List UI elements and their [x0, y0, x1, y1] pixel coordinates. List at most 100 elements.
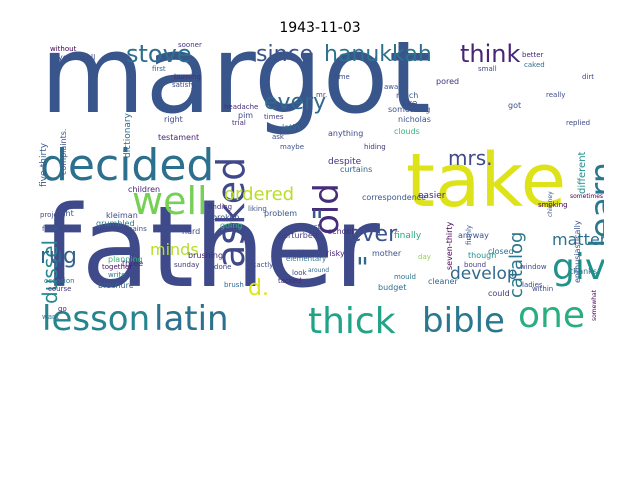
cloud-word: rug [40, 244, 77, 269]
cloud-word: light [56, 209, 74, 218]
cloud-word: maybe [280, 143, 305, 151]
cloud-word: window [520, 263, 547, 271]
cloud-word: kleiman [106, 211, 138, 220]
cloud-word: mrs. [448, 146, 493, 170]
cloud-word: finding [208, 203, 233, 211]
cloud-word: hard [182, 227, 201, 236]
cloud-word: easier [418, 191, 446, 201]
cloud-word: mould [394, 273, 416, 281]
cloud-word: sometimes [570, 193, 604, 200]
cloud-word: " [310, 205, 324, 240]
cloud-word: without [50, 45, 77, 53]
cloud-word: something [388, 105, 431, 114]
cloud-word: smoking [538, 201, 568, 209]
cloud-word: elementary [286, 255, 327, 263]
cloud-word: children [128, 185, 161, 194]
cloud-word: within [532, 285, 554, 293]
cloud-word: d. [248, 276, 269, 301]
cloud-word: small [478, 65, 497, 73]
cloud-word: grumbled [96, 219, 135, 228]
cloud-word: different [577, 151, 588, 194]
cloud-word: planning [108, 255, 143, 264]
cloud-word: tacked [278, 277, 302, 285]
cloud-word: brush [224, 281, 244, 289]
cloud-word: exactly [248, 261, 274, 269]
cloud-word: write [108, 271, 126, 279]
cloud-word: satisfy [172, 81, 195, 89]
cloud-word: anything [328, 129, 364, 138]
cloud-word: bible [422, 301, 505, 338]
cloud-word: pored [436, 77, 460, 86]
cloud-word: got [508, 101, 522, 110]
cloud-word: dictionary [123, 113, 133, 158]
cloud-word: like [402, 99, 418, 109]
word-cloud: margot father take decided well asked lesson la… [38, 42, 604, 338]
cloud-word: better [522, 51, 544, 59]
cloud-word: take [406, 138, 567, 224]
cloud-word: brushing [188, 251, 224, 260]
cloud-word: want [42, 313, 60, 321]
cloud-word: cleaner [428, 277, 458, 286]
cloud-word: first [152, 65, 166, 73]
cloud-word: sunday [174, 261, 200, 269]
cloud-word: despite [328, 157, 362, 167]
cloud-word: going [220, 221, 243, 230]
cloud-word: headache [224, 103, 259, 111]
cloud-word: latin. [282, 123, 303, 132]
cloud-word: ever [348, 222, 398, 247]
cloud-word: every [264, 90, 327, 115]
cloud-word: time [334, 73, 350, 81]
cloud-word: father [42, 183, 380, 313]
cloud-word: away [384, 83, 403, 91]
cloud-word: well [132, 179, 208, 223]
cloud-word: somewhat [591, 289, 598, 321]
cloud-word: latin [154, 299, 229, 338]
cloud-word: brochure [98, 281, 134, 290]
cloud-word: correspondence [362, 193, 427, 202]
cloud-word: school [328, 227, 354, 236]
cloud-word: caked [524, 61, 545, 69]
cloud-word: ask [272, 133, 284, 141]
cloud-word: could [488, 289, 510, 298]
cloud-word: firmly [465, 225, 473, 246]
cloud-word: " [356, 251, 369, 284]
cloud-word: around [308, 267, 330, 274]
cloud-word: look [292, 269, 307, 277]
cloud-word: bound [464, 261, 487, 269]
cloud-word: burning [174, 73, 201, 81]
cloud-word: liking [248, 205, 267, 213]
cloud-word: enthusiastically [573, 220, 582, 283]
cloud-word: mother [372, 249, 402, 258]
cloud-word: seven-thirty [445, 221, 454, 270]
cloud-word: really [546, 91, 566, 99]
cloud-word: st. [314, 223, 323, 231]
cloud-word: day [418, 253, 431, 261]
cloud-word: anyway [458, 231, 489, 240]
cloud-word: dirt [582, 73, 595, 81]
cloud-word: perturbed [278, 231, 318, 240]
cloud-word: go [58, 305, 67, 313]
cloud-word: hanukkah [324, 42, 432, 67]
cloud-word: decided [40, 140, 215, 191]
cloud-word: thanks. [570, 267, 600, 276]
cloud-word: clouds [394, 127, 420, 136]
cloud-word: nicholas [398, 115, 431, 124]
cloud-word: five-thirty [39, 143, 49, 188]
cloud-word: problem [264, 209, 298, 218]
cloud-word: pim [238, 111, 254, 120]
cloud-word: broken [212, 213, 240, 222]
cloud-word: floor [42, 225, 58, 233]
cloud-word: complaints. [59, 128, 68, 175]
cloud-word: project [40, 211, 65, 219]
cloud-word: think [460, 42, 521, 68]
cloud-word: risky [326, 249, 345, 258]
cloud-word: trial [232, 119, 246, 127]
cloud-word: said [290, 249, 305, 257]
cloud-word: develop [450, 264, 518, 284]
cloud-word: lesson [42, 299, 151, 338]
cloud-word: stove [126, 42, 192, 68]
cloud-word: times [264, 113, 284, 121]
cloud-word: hiding [364, 143, 386, 151]
cloud-word: yes...well [58, 53, 96, 62]
cloud-word: though [468, 251, 497, 260]
